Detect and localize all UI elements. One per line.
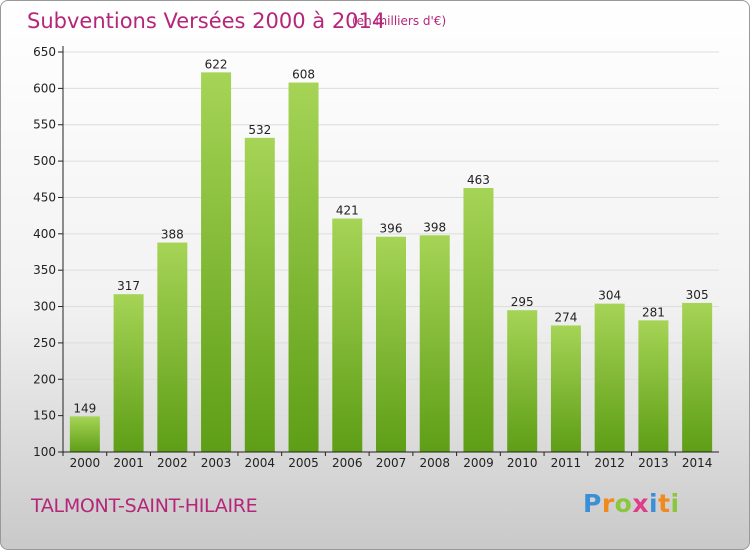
- data-label: 304: [598, 289, 621, 303]
- y-tick-label: 650: [33, 45, 56, 59]
- bar: [419, 235, 450, 452]
- commune-name: TALMONT-SAINT-HILAIRE: [31, 495, 258, 517]
- x-tick-label: 2002: [157, 456, 188, 470]
- x-tick-label: 2004: [245, 456, 276, 470]
- logo-letter: r: [601, 489, 615, 518]
- x-tick-label: 2008: [419, 456, 450, 470]
- bar: [638, 320, 669, 452]
- axes: [58, 46, 719, 456]
- x-tick-label: 2009: [463, 456, 494, 470]
- y-tick-label: 400: [33, 227, 56, 241]
- logo-letter: i: [670, 489, 680, 518]
- x-tick-label: 2007: [376, 456, 407, 470]
- bar: [682, 302, 713, 452]
- logo-letter: i: [649, 489, 659, 518]
- data-label: 622: [205, 57, 228, 71]
- y-tick-label: 600: [33, 81, 56, 95]
- proxiti-logo: Proxiti: [583, 489, 680, 518]
- data-label: 274: [554, 310, 577, 324]
- logo-letter: P: [583, 489, 602, 518]
- data-label: 608: [292, 68, 315, 82]
- y-tick-label: 250: [33, 336, 56, 350]
- labels: 100 150 200 250 300 350 400 450 500 550 600 650 149 2…: [33, 45, 712, 470]
- data-label: 295: [511, 295, 534, 309]
- x-tick-label: 2000: [70, 456, 101, 470]
- bar: [113, 294, 144, 452]
- data-label: 532: [248, 123, 271, 137]
- data-label: 463: [467, 173, 490, 187]
- bar: [157, 242, 188, 452]
- bar: [463, 188, 494, 452]
- y-tick-label: 200: [33, 372, 56, 386]
- bar: [550, 325, 581, 452]
- y-tick-label: 350: [33, 263, 56, 277]
- y-tick-label: 500: [33, 154, 56, 168]
- y-tick-label: 100: [33, 445, 56, 459]
- data-label: 398: [423, 220, 446, 234]
- data-label: 149: [73, 401, 96, 415]
- data-label: 317: [117, 279, 140, 293]
- logo-letter: o: [614, 489, 633, 518]
- data-label: 305: [686, 288, 709, 302]
- x-tick-label: 2012: [594, 456, 625, 470]
- x-tick-label: 2001: [113, 456, 144, 470]
- y-tick-label: 550: [33, 118, 56, 132]
- logo-letter: x: [632, 489, 649, 518]
- y-tick-label: 450: [33, 190, 56, 204]
- bar: [201, 72, 232, 452]
- bars: [69, 72, 713, 452]
- chart-title: Subventions Versées 2000 à 2014: [27, 9, 386, 33]
- bar: [376, 236, 406, 452]
- y-tick-label: 150: [33, 409, 56, 423]
- y-tick-label: 300: [33, 300, 56, 314]
- x-tick-label: 2006: [332, 456, 363, 470]
- x-tick-label: 2011: [551, 456, 582, 470]
- bar: [244, 137, 275, 452]
- data-label: 281: [642, 305, 665, 319]
- x-tick-label: 2014: [682, 456, 713, 470]
- logo-letter: t: [658, 489, 671, 518]
- bar: [288, 82, 319, 452]
- bar: [69, 416, 100, 452]
- chart-subtitle: (en milliers d'€): [352, 14, 447, 28]
- data-label: 421: [336, 204, 359, 218]
- x-tick-label: 2003: [201, 456, 232, 470]
- x-tick-label: 2013: [638, 456, 669, 470]
- x-tick-label: 2005: [288, 456, 319, 470]
- bar: [507, 310, 538, 452]
- data-label: 388: [161, 228, 184, 242]
- data-label: 396: [380, 222, 403, 236]
- bar: [594, 303, 625, 452]
- x-tick-label: 2010: [507, 456, 538, 470]
- bar: [332, 218, 363, 452]
